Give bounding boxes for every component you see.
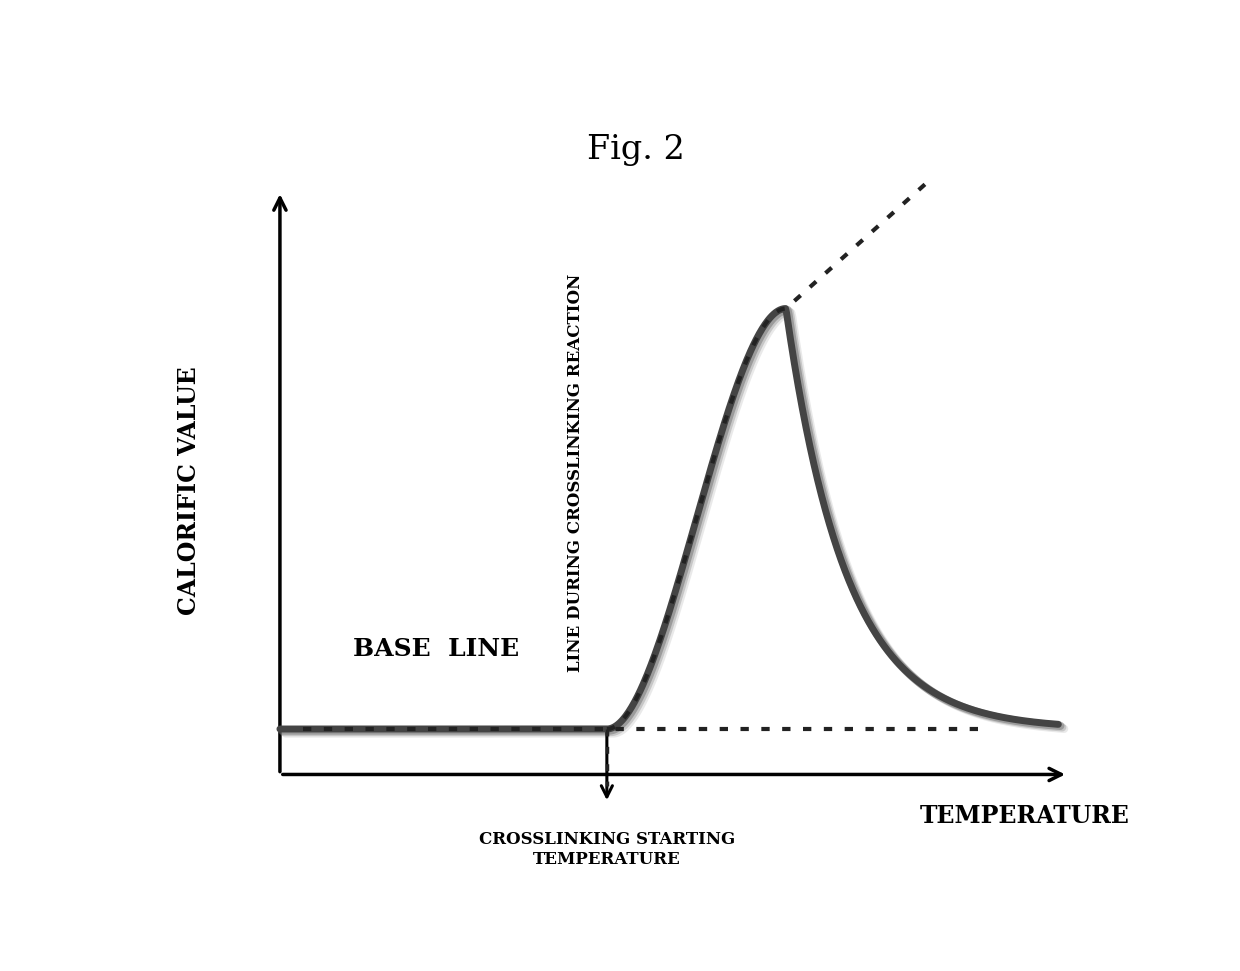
Text: LINE DURING CROSSLINKING REACTION: LINE DURING CROSSLINKING REACTION: [567, 274, 584, 673]
Text: CALORIFIC VALUE: CALORIFIC VALUE: [176, 366, 201, 615]
Text: Fig. 2: Fig. 2: [587, 134, 684, 166]
Text: TEMPERATURE: TEMPERATURE: [920, 804, 1130, 827]
Text: BASE  LINE: BASE LINE: [352, 637, 518, 661]
Text: CROSSLINKING STARTING
TEMPERATURE: CROSSLINKING STARTING TEMPERATURE: [479, 831, 735, 868]
